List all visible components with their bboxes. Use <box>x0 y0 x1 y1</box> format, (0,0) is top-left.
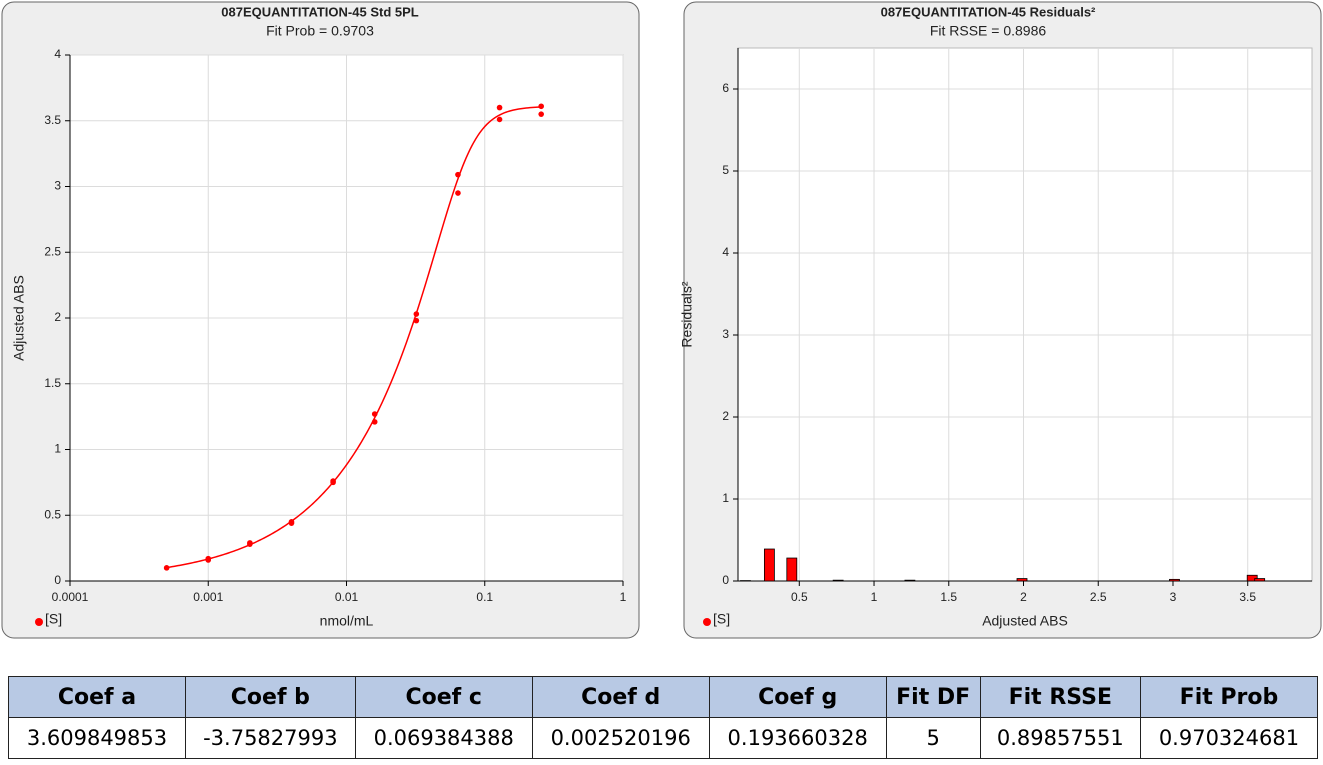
legend-marker <box>35 618 43 626</box>
data-point <box>163 565 170 571</box>
x-tick-label: 1 <box>620 590 627 604</box>
bar <box>832 579 844 582</box>
data-point <box>496 116 503 123</box>
y-tick-label: 0 <box>722 573 729 587</box>
chart-title: 087EQUANTITATION-45 Std 5PL <box>221 4 418 19</box>
data-point <box>455 171 461 178</box>
data-point <box>538 103 544 110</box>
bar <box>763 548 775 582</box>
cell: 0.193660328 <box>708 717 887 759</box>
y-tick-label: 1 <box>722 491 729 505</box>
data-row: 3.609849853 -3.75827993 0.069384388 0.00252… <box>8 717 1319 759</box>
bar <box>1169 578 1180 582</box>
x-axis-label: Adjusted ABS <box>982 613 1068 629</box>
header-cell: Fit RSSE <box>979 676 1141 718</box>
x-tick-label: 0.0001 <box>52 590 89 604</box>
bar <box>1246 574 1258 582</box>
bar <box>786 557 798 582</box>
header-cell: Fit Prob <box>1139 676 1319 718</box>
cell: 5 <box>885 717 981 759</box>
x-tick-label: 0.5 <box>791 590 808 604</box>
x-tick-label: 0.1 <box>476 590 493 604</box>
header-cell: Coef g <box>708 676 887 718</box>
x-tick-label: 2 <box>1020 590 1027 604</box>
data-point <box>371 419 378 425</box>
bar <box>904 579 916 582</box>
y-tick-label: 4 <box>54 47 61 61</box>
charts: 087EQUANTITATION-45 Std 5PL Fit Prob = 0.… <box>1 1 1322 639</box>
header-cell: Coef c <box>354 676 533 718</box>
data-point <box>538 111 544 117</box>
header-row: Coef a Coef b Coef c Coef d Coef g Fit DF Fit … <box>8 676 1319 718</box>
data-point <box>455 190 461 196</box>
header-cell: Coef d <box>531 676 710 718</box>
cell: -3.75827993 <box>184 717 356 759</box>
bar <box>1016 578 1028 582</box>
x-tick-label: 2.5 <box>1090 590 1107 604</box>
x-tick-label: 3 <box>1170 590 1177 604</box>
coef-table: Coef a Coef b Coef c Coef d Coef g Fit DF Fit … <box>8 676 1319 759</box>
header-cell: Fit DF <box>885 676 981 718</box>
x-axis-label: nmol/mL <box>320 613 374 629</box>
data-point <box>288 520 295 526</box>
cell: 0.89857551 <box>979 717 1141 759</box>
y-axis-label: Residuals² <box>679 281 695 347</box>
chart-subtitle: Fit RSSE = 0.8986 <box>930 23 1047 39</box>
y-tick-label: 2 <box>722 409 729 423</box>
data-point <box>247 541 253 547</box>
y-tick-label: 4 <box>722 245 729 259</box>
y-axis-label: Adjusted ABS <box>11 275 27 361</box>
data-point <box>496 104 503 111</box>
legend-label: [S] <box>713 611 730 627</box>
x-tick-label: 3.5 <box>1239 590 1256 604</box>
data-point <box>330 479 336 486</box>
x-tick-label: 1 <box>871 590 878 604</box>
plot-area <box>737 47 1313 582</box>
y-tick-label: 2.5 <box>44 244 61 258</box>
x-tick-label: 0.01 <box>335 590 359 604</box>
data-point <box>413 317 420 324</box>
cell: 0.970324681 <box>1139 717 1319 759</box>
cell: 3.609849853 <box>8 717 186 759</box>
y-tick-label: 0.5 <box>44 507 61 521</box>
chart-subtitle: Fit Prob = 0.9703 <box>266 23 374 39</box>
y-tick-label: 5 <box>722 163 729 177</box>
y-tick-label: 3.5 <box>44 113 61 127</box>
cell: 0.002520196 <box>531 717 710 759</box>
y-tick-label: 2 <box>54 310 61 324</box>
bar <box>740 580 751 582</box>
bar <box>1254 578 1266 582</box>
data-point <box>205 557 212 563</box>
x-tick-label: 0.001 <box>193 590 223 604</box>
data-point <box>371 411 378 417</box>
header-cell: Coef b <box>184 676 356 718</box>
x-tick-label: 1.5 <box>940 590 957 604</box>
y-tick-label: 6 <box>722 81 729 95</box>
data-point <box>413 311 420 317</box>
y-tick-label: 0 <box>54 573 61 587</box>
y-tick-label: 1.5 <box>44 376 61 390</box>
header-cell: Coef a <box>8 676 186 718</box>
y-tick-label: 1 <box>54 442 61 456</box>
legend-marker <box>703 618 711 626</box>
y-tick-label: 3 <box>722 327 729 341</box>
legend-label: [S] <box>45 611 62 627</box>
y-tick-label: 3 <box>54 179 61 193</box>
chart-title: 087EQUANTITATION-45 Residuals² <box>881 4 1096 19</box>
fit-curve <box>166 106 542 569</box>
cell: 0.069384388 <box>354 717 533 759</box>
